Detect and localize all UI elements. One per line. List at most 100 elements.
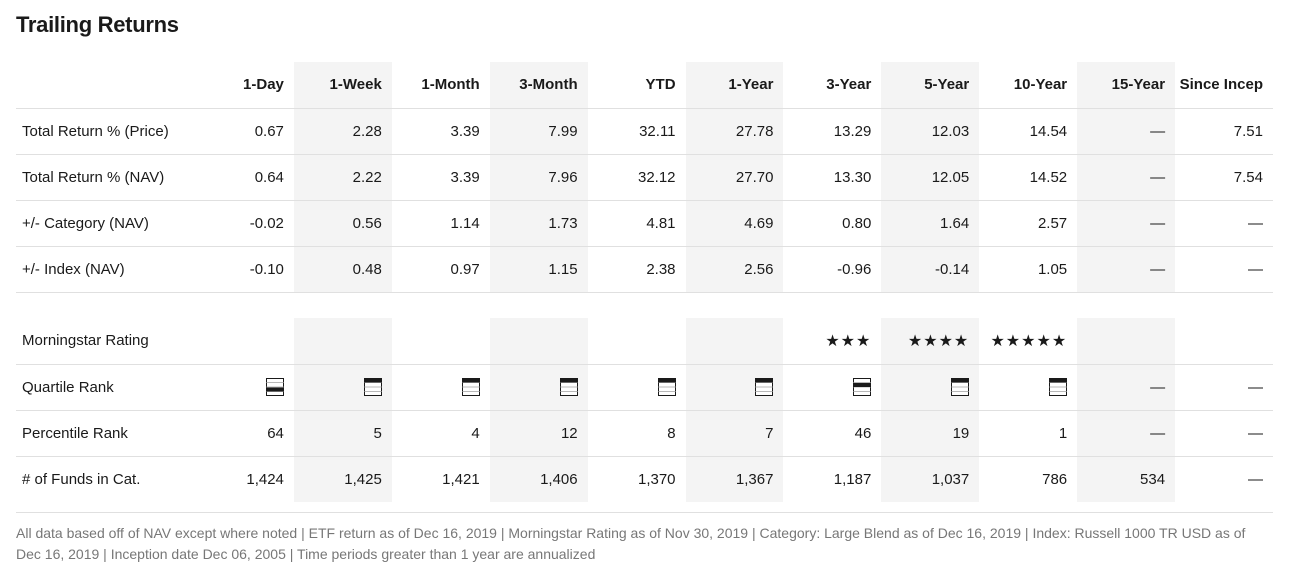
quartile-cell [783, 364, 881, 410]
table-cell: 1.14 [392, 200, 490, 246]
table-cell: — [1077, 246, 1175, 292]
table-cell: 32.11 [588, 108, 686, 154]
footnote-block: All data based off of NAV except where n… [16, 512, 1273, 565]
rating-cell [686, 318, 784, 364]
table-cell: — [1077, 410, 1175, 456]
col-header: 3-Year [783, 62, 881, 108]
star-icon: ★★★ [825, 333, 871, 350]
table-cell: 1.15 [490, 246, 588, 292]
quartile-cell [588, 364, 686, 410]
table-cell: 0.80 [783, 200, 881, 246]
table-cell: — [1077, 200, 1175, 246]
table-cell: 32.12 [588, 154, 686, 200]
footnote-item: Time periods greater than 1 year are ann… [286, 546, 596, 562]
table-cell: — [1175, 410, 1273, 456]
col-header: 3-Month [490, 62, 588, 108]
table-cell: 2.22 [294, 154, 392, 200]
rating-cell: ★★★★★ [979, 318, 1077, 364]
rating-cell [490, 318, 588, 364]
table-cell: 1,187 [783, 456, 881, 502]
quartile-cell: — [1077, 364, 1175, 410]
quartile-cell: — [1175, 364, 1273, 410]
row-label: # of Funds in Cat. [16, 456, 196, 502]
rating-cell [294, 318, 392, 364]
table-cell: 7.99 [490, 108, 588, 154]
table-cell: 7 [686, 410, 784, 456]
quartile-icon [462, 378, 480, 396]
footnote-item: Category: Large Blend as of Dec 16, 2019 [748, 525, 1021, 541]
table-cell: 1,370 [588, 456, 686, 502]
table-cell: — [1175, 200, 1273, 246]
trailing-returns-table: 1-Day1-Week1-Month3-MonthYTD1-Year3-Year… [16, 62, 1273, 502]
quartile-cell [686, 364, 784, 410]
table-cell: 7.96 [490, 154, 588, 200]
table-cell: 534 [1077, 456, 1175, 502]
quartile-icon [1049, 378, 1067, 396]
table-cell: — [1175, 246, 1273, 292]
table-cell: 64 [196, 410, 294, 456]
table-cell: 46 [783, 410, 881, 456]
table-cell: 1.73 [490, 200, 588, 246]
col-header: 15-Year [1077, 62, 1175, 108]
table-cell: 27.70 [686, 154, 784, 200]
table-cell: 3.39 [392, 108, 490, 154]
quartile-cell [294, 364, 392, 410]
quartile-cell [196, 364, 294, 410]
table-cell: 13.30 [783, 154, 881, 200]
table-cell: — [1077, 154, 1175, 200]
table-cell: — [1077, 108, 1175, 154]
table-cell: 27.78 [686, 108, 784, 154]
rating-cell [588, 318, 686, 364]
rating-cell: ★★★★ [881, 318, 979, 364]
table-cell: 786 [979, 456, 1077, 502]
quartile-icon [560, 378, 578, 396]
table-cell: 0.97 [392, 246, 490, 292]
footnote-item: All data based off of NAV except where n… [16, 525, 297, 541]
footnote-item: Inception date Dec 06, 2005 [99, 546, 286, 562]
star-icon: ★★★★ [908, 333, 969, 350]
col-header: 1-Week [294, 62, 392, 108]
quartile-icon [364, 378, 382, 396]
quartile-icon [951, 378, 969, 396]
quartile-icon [658, 378, 676, 396]
table-cell: 5 [294, 410, 392, 456]
table-cell: 1,425 [294, 456, 392, 502]
quartile-icon [755, 378, 773, 396]
col-header: 1-Day [196, 62, 294, 108]
rating-cell [1175, 318, 1273, 364]
col-header: 5-Year [881, 62, 979, 108]
table-cell: 13.29 [783, 108, 881, 154]
table-cell: 0.64 [196, 154, 294, 200]
col-header: Since Incep [1175, 62, 1273, 108]
table-cell: 2.38 [588, 246, 686, 292]
table-cell: 0.56 [294, 200, 392, 246]
col-header: 1-Month [392, 62, 490, 108]
table-cell: 1.64 [881, 200, 979, 246]
quartile-cell [881, 364, 979, 410]
row-label: Percentile Rank [16, 410, 196, 456]
table-cell: 12.05 [881, 154, 979, 200]
rating-cell [196, 318, 294, 364]
table-cell: 7.51 [1175, 108, 1273, 154]
table-cell: 4.69 [686, 200, 784, 246]
table-cell: 1.05 [979, 246, 1077, 292]
table-cell: — [1175, 456, 1273, 502]
table-cell: 12.03 [881, 108, 979, 154]
table-cell: 1 [979, 410, 1077, 456]
rating-cell [1077, 318, 1175, 364]
table-cell: 1,037 [881, 456, 979, 502]
table-cell: 14.52 [979, 154, 1077, 200]
table-cell: 14.54 [979, 108, 1077, 154]
row-label: Quartile Rank [16, 364, 196, 410]
table-cell: 8 [588, 410, 686, 456]
table-cell: 1,424 [196, 456, 294, 502]
table-cell: 12 [490, 410, 588, 456]
row-label: +/- Index (NAV) [16, 246, 196, 292]
footnote-item: ETF return as of Dec 16, 2019 [297, 525, 497, 541]
table-cell: -0.14 [881, 246, 979, 292]
table-cell: 2.28 [294, 108, 392, 154]
row-label: Total Return % (NAV) [16, 154, 196, 200]
col-header-blank [16, 62, 196, 108]
table-cell: -0.02 [196, 200, 294, 246]
table-cell: 1,406 [490, 456, 588, 502]
